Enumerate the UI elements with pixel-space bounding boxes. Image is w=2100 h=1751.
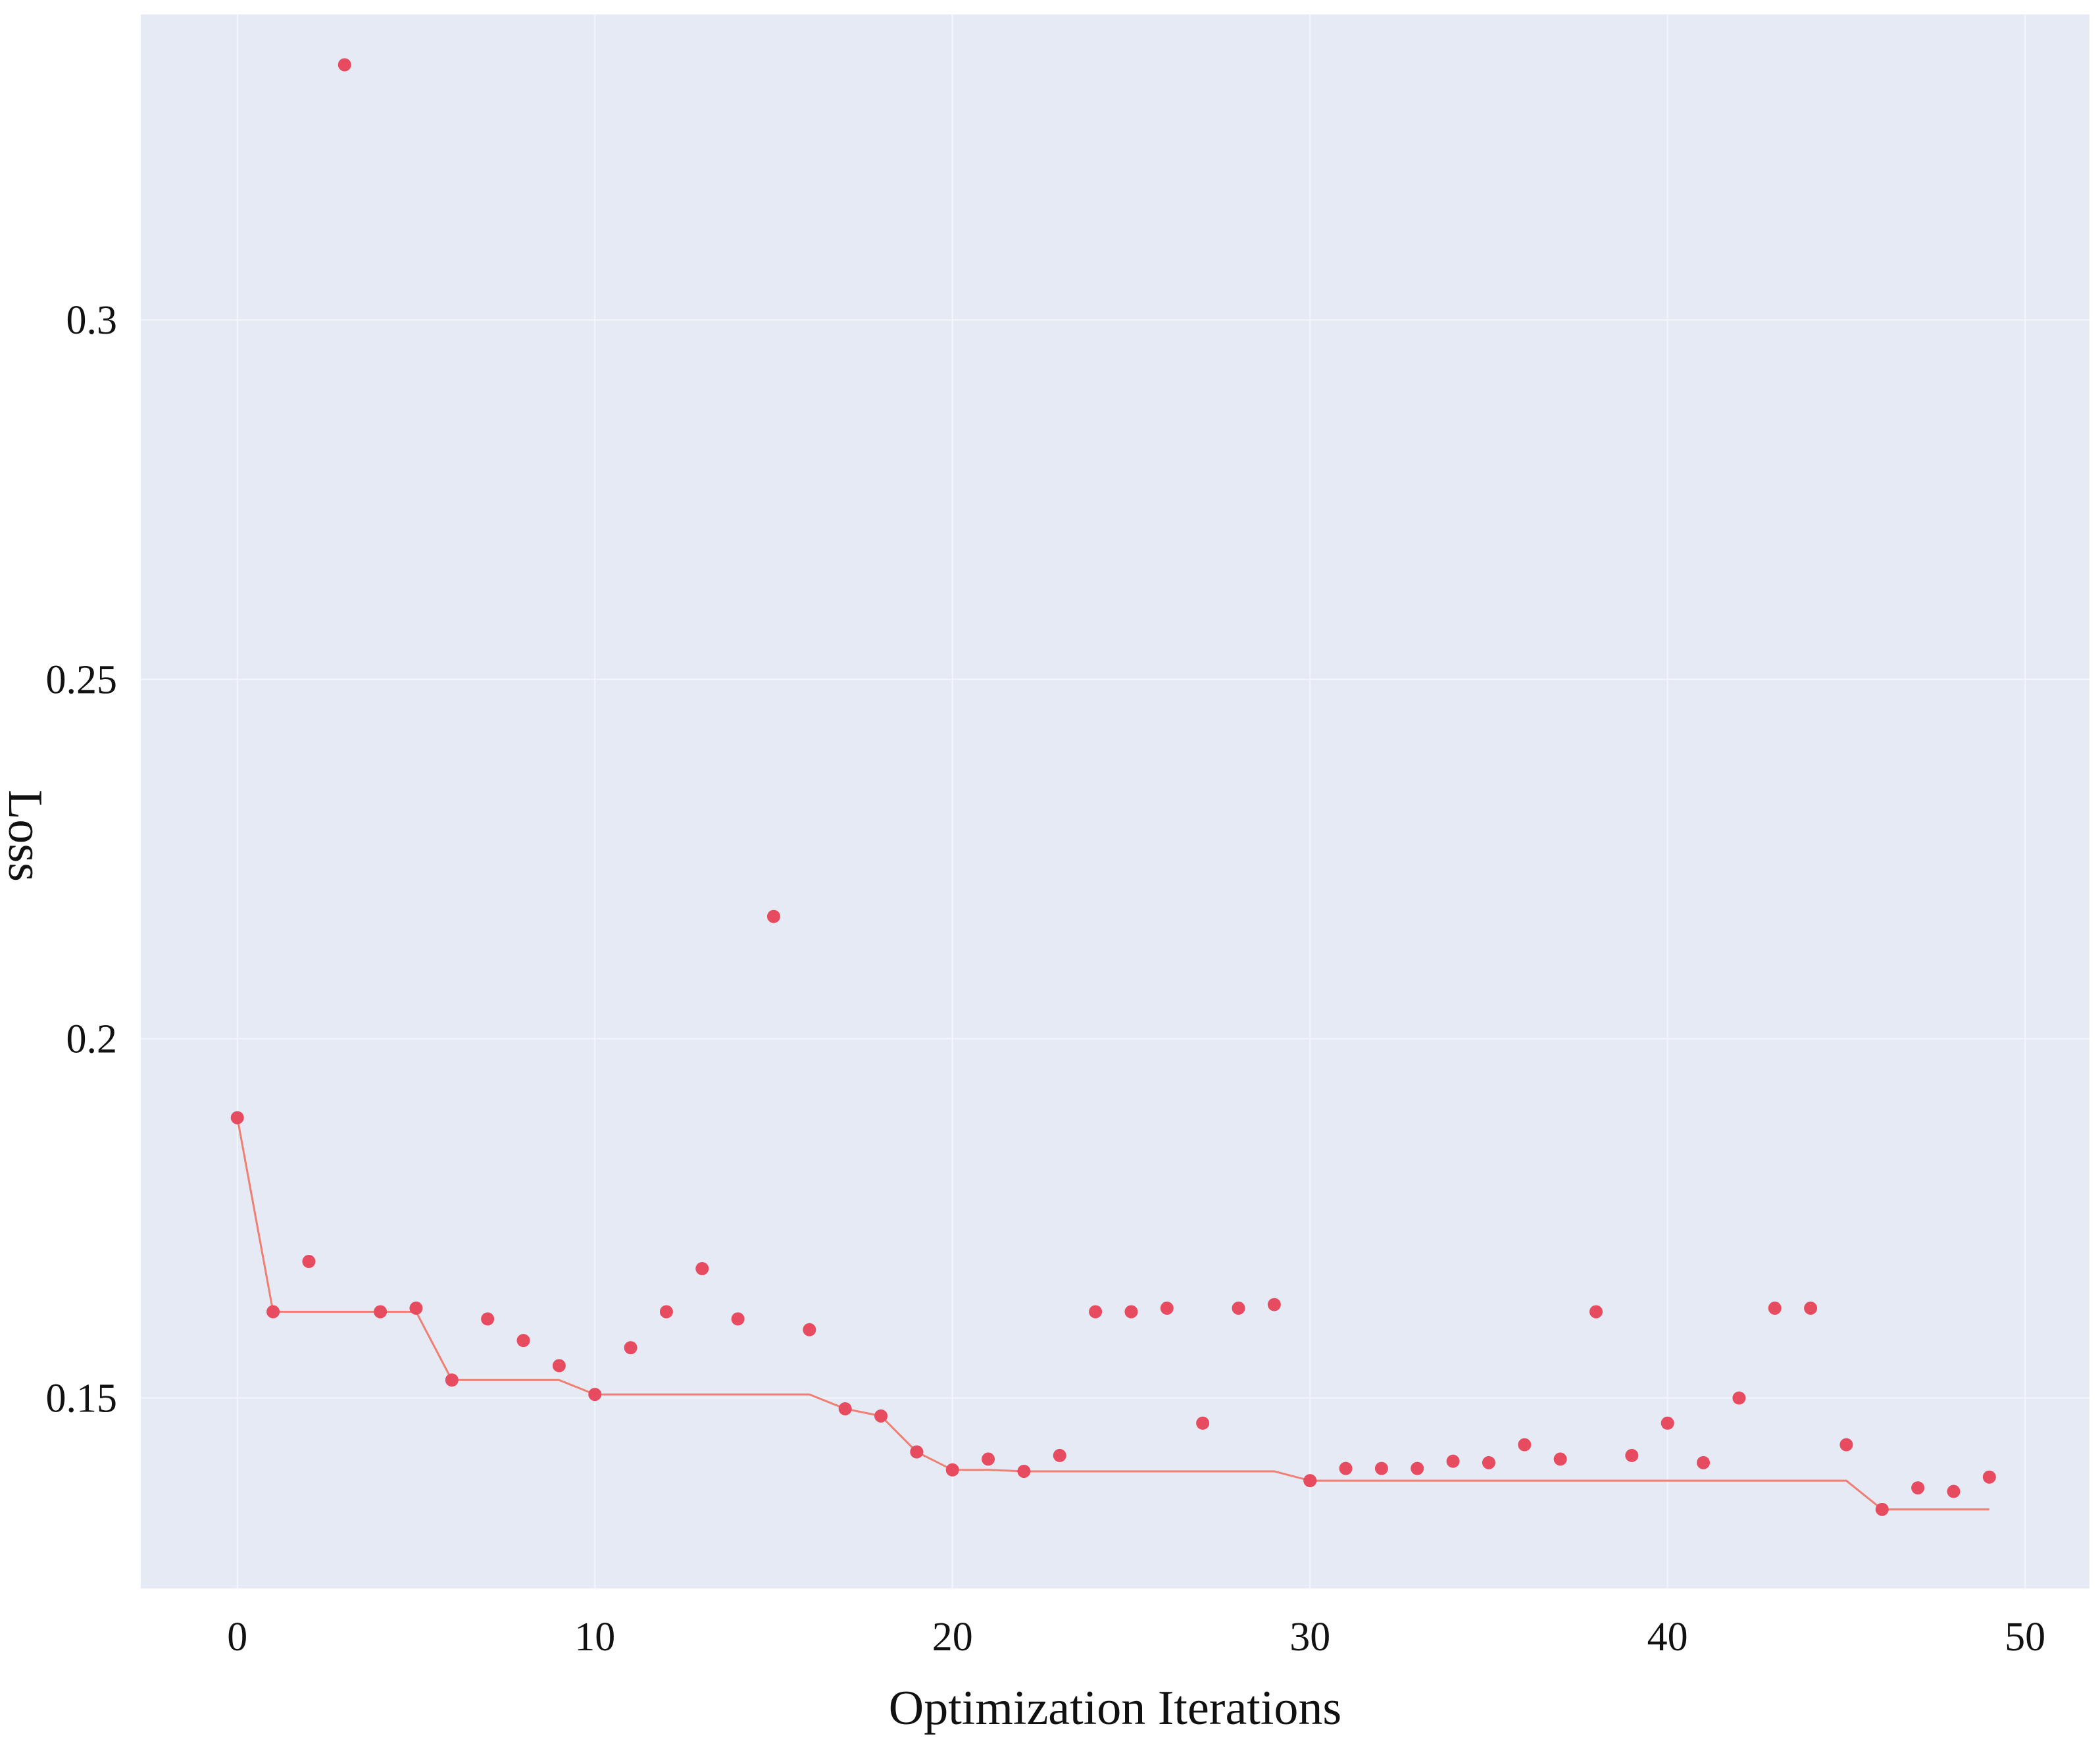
- x-tick-label: 40: [1647, 1615, 1688, 1660]
- data-point: [445, 1373, 459, 1387]
- x-tick-label: 50: [2005, 1615, 2045, 1660]
- data-point: [659, 1305, 673, 1319]
- data-point: [588, 1388, 602, 1402]
- grid-layer: [141, 14, 2089, 1588]
- data-point: [1839, 1438, 1853, 1452]
- y-tick-label: 0.2: [66, 1017, 118, 1061]
- data-point: [1267, 1298, 1281, 1311]
- y-tick-label: 0.15: [46, 1377, 118, 1421]
- data-point: [1232, 1302, 1245, 1315]
- data-point: [552, 1359, 566, 1373]
- data-point: [982, 1452, 995, 1466]
- data-point: [1124, 1305, 1138, 1319]
- data-point: [1518, 1438, 1532, 1452]
- x-tick-label: 20: [932, 1615, 973, 1660]
- x-tick-label: 10: [574, 1615, 615, 1660]
- data-point: [409, 1302, 423, 1315]
- data-point: [1553, 1452, 1567, 1466]
- data-point: [1768, 1302, 1782, 1315]
- plot-area: [141, 14, 2089, 1588]
- data-point: [481, 1312, 495, 1326]
- data-point: [302, 1255, 316, 1269]
- data-point: [624, 1341, 638, 1355]
- data-point: [1875, 1502, 1889, 1516]
- data-point: [766, 909, 780, 923]
- data-point: [874, 1409, 888, 1423]
- data-point: [374, 1305, 388, 1319]
- data-point: [230, 1111, 244, 1125]
- data-point: [1911, 1481, 1925, 1495]
- best-loss-line: [236, 1117, 1989, 1511]
- data-point: [1732, 1391, 1746, 1405]
- data-point: [266, 1305, 280, 1319]
- data-point: [1339, 1461, 1353, 1475]
- y-tick-labels: 0.15 0.2 0.25 0.3: [46, 298, 118, 1421]
- y-tick-label: 0.25: [46, 657, 118, 702]
- data-point: [1196, 1416, 1210, 1430]
- y-tick-label: 0.3: [66, 298, 118, 343]
- data-points-layer: [230, 58, 1996, 1516]
- best-loss-line-layer: [236, 1117, 1989, 1511]
- data-point: [1589, 1305, 1603, 1319]
- data-point: [516, 1334, 530, 1348]
- data-point: [910, 1445, 924, 1459]
- data-point: [1947, 1485, 1961, 1498]
- x-tick-label: 0: [227, 1615, 247, 1660]
- data-point: [338, 58, 351, 72]
- data-point: [945, 1463, 959, 1477]
- data-point: [1303, 1474, 1317, 1488]
- data-point: [838, 1402, 852, 1415]
- data-point: [1804, 1302, 1818, 1315]
- data-point: [803, 1323, 816, 1336]
- data-point: [1411, 1461, 1424, 1475]
- x-axis-title: Optimization Iterations: [889, 1681, 1341, 1735]
- data-point: [1089, 1305, 1103, 1319]
- data-point: [695, 1261, 709, 1275]
- data-point: [1053, 1448, 1066, 1462]
- data-point: [1625, 1448, 1639, 1462]
- data-point: [1697, 1456, 1711, 1469]
- data-point: [1661, 1416, 1674, 1430]
- data-point: [1482, 1456, 1495, 1469]
- x-tick-label: 30: [1289, 1615, 1330, 1660]
- data-point: [1446, 1454, 1460, 1468]
- data-point: [1374, 1461, 1388, 1475]
- data-point: [1017, 1464, 1031, 1478]
- y-axis-title: Loss: [0, 790, 52, 882]
- x-tick-labels: 0 10 20 30 40 50: [227, 1615, 2045, 1660]
- data-point: [731, 1312, 745, 1326]
- data-point: [1160, 1302, 1174, 1315]
- data-point: [1982, 1470, 1996, 1484]
